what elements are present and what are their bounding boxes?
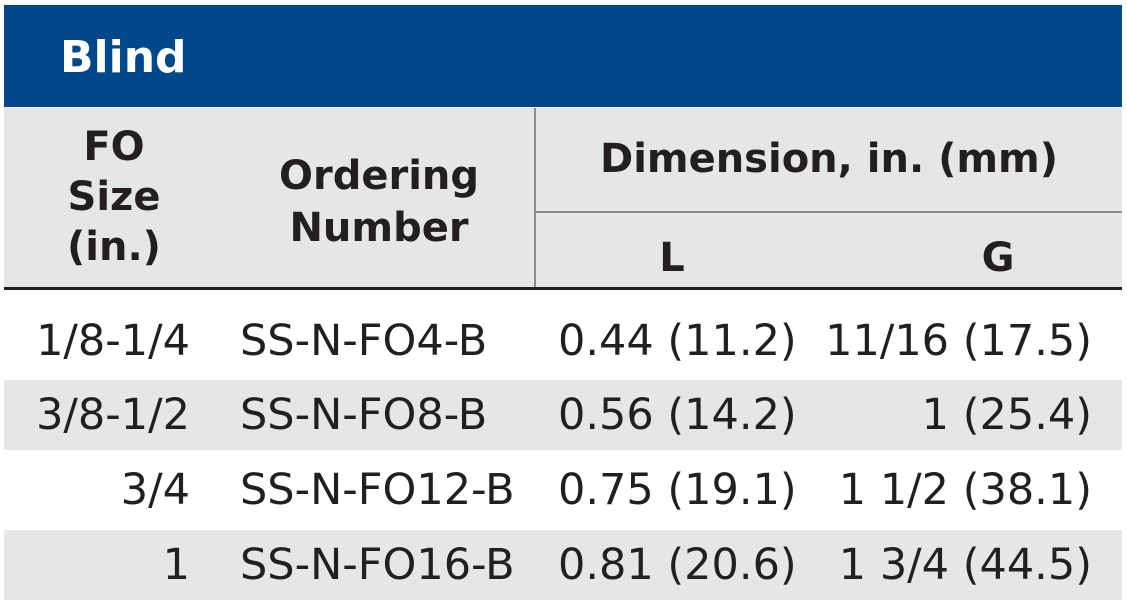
cell-ordering-number: SS-N-FO12-B (240, 465, 515, 515)
cell-fo-size: 1/8-1/4 (36, 316, 190, 366)
cell-dimension-l: 0.75 (19.1) (558, 465, 797, 515)
table-row: 1 SS-N-FO16-B 0.81 (20.6) 1 3/4 (44.5) (4, 530, 1122, 600)
cell-dimension-g: 1 1/2 (38.1) (838, 465, 1092, 515)
cell-dimension-l: 0.44 (11.2) (558, 316, 797, 366)
header-bottom-rule (4, 287, 1122, 290)
header-divider-horizontal (536, 211, 1122, 213)
table-row: 3/8-1/2 SS-N-FO8-B 0.56 (14.2) 1 (25.4) (4, 380, 1122, 450)
header-fo-size-line: FO (83, 124, 145, 170)
header-ordering-number: Ordering Number (248, 155, 510, 249)
table-header (4, 108, 1122, 288)
header-g: G (981, 235, 1015, 281)
header-l: L (659, 235, 685, 281)
header-divider-vertical (534, 108, 536, 288)
cell-dimension-l: 0.81 (20.6) (558, 540, 797, 590)
header-ordering-line: Number (289, 205, 469, 251)
title-bar: Blind (4, 5, 1122, 107)
cell-fo-size: 1 (162, 540, 190, 590)
cell-ordering-number: SS-N-FO16-B (240, 540, 515, 590)
table-row: 3/4 SS-N-FO12-B 0.75 (19.1) 1 1/2 (38.1) (4, 455, 1122, 525)
header-fo-size-line: (in.) (67, 224, 161, 270)
cell-fo-size: 3/8-1/2 (36, 390, 190, 440)
table-title: Blind (60, 32, 187, 83)
cell-dimension-g: 1 3/4 (44.5) (838, 540, 1092, 590)
cell-dimension-g: 1 (25.4) (921, 390, 1092, 440)
cell-fo-size: 3/4 (120, 465, 190, 515)
table-row: 1/8-1/4 SS-N-FO4-B 0.44 (11.2) 11/16 (17… (4, 306, 1122, 376)
cell-dimension-l: 0.56 (14.2) (558, 390, 797, 440)
cell-ordering-number: SS-N-FO4-B (240, 316, 488, 366)
header-fo-size: FO Size (in.) (44, 126, 184, 268)
cell-dimension-g: 11/16 (17.5) (825, 316, 1092, 366)
header-fo-size-line: Size (67, 174, 161, 220)
header-ordering-line: Ordering (278, 153, 480, 199)
cell-ordering-number: SS-N-FO8-B (240, 390, 488, 440)
header-dimension: Dimension, in. (mm) (599, 136, 1059, 182)
